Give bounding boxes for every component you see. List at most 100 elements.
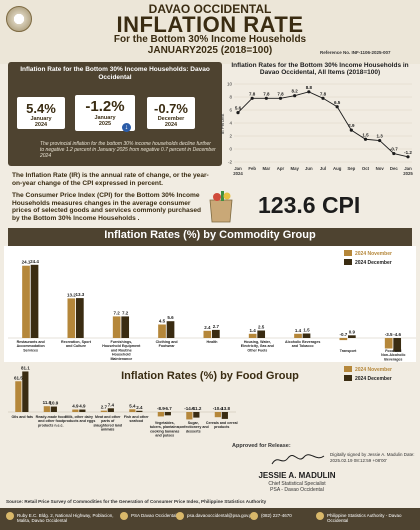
y-tick-label: -2 xyxy=(228,160,232,165)
rate-value: -0.7% xyxy=(154,101,188,116)
signer-name: JESSIE A. MADULIN xyxy=(258,471,336,480)
footer-bar xyxy=(0,508,420,530)
bar xyxy=(203,330,212,338)
bar xyxy=(248,333,257,338)
rate-month: January xyxy=(94,115,116,121)
legend-label: 2024 November xyxy=(355,367,392,373)
bar xyxy=(129,409,136,412)
footer-email[interactable]: psa.davaooccidental@psa.gov.ph xyxy=(187,513,255,518)
x-tick-label: Oct xyxy=(362,166,370,171)
cpi-value: 123.6 CPI xyxy=(258,192,361,218)
bar-value-label: -6.7 xyxy=(164,406,172,411)
inflation-rate-definition: The Inflation Rate (IR) is the annual ra… xyxy=(12,172,209,187)
subtitle: For the Bottom 30% Income Households xyxy=(113,34,307,45)
rate-card-dec-2024: -0.7% December 2024 xyxy=(146,96,196,130)
x-tick-label: Jan 2025 xyxy=(403,166,413,176)
bar xyxy=(157,412,164,417)
cpi-definition: The Consumer Price Index (CPI) for the B… xyxy=(12,192,202,222)
y-tick-label: 8 xyxy=(229,95,232,100)
data-label: 8.8 xyxy=(306,85,313,90)
bar xyxy=(193,412,200,418)
legend-swatch xyxy=(344,250,352,256)
approval-label: Approved for Release: xyxy=(232,443,291,449)
data-label: 7.8 xyxy=(277,91,284,96)
bar-value-label: -11.2 xyxy=(191,406,202,411)
category-label: Health xyxy=(207,340,218,344)
data-point xyxy=(307,90,311,94)
data-label: 2.9 xyxy=(348,123,355,128)
bar xyxy=(136,410,143,412)
y-tick-label: 10 xyxy=(227,82,233,87)
legend-swatch xyxy=(344,375,352,381)
category-label: Food and Non-Alcoholic Beverages xyxy=(381,349,405,361)
footer-address: Ruby E.C. Bldg. 2, National Highway, Pob… xyxy=(17,513,114,523)
bar-value-label: 2.4 xyxy=(204,325,211,330)
x-tick-label: Jul xyxy=(320,166,326,171)
category-label: Recreation, Sport and Culture xyxy=(61,340,92,348)
bar-value-label: -13.8 xyxy=(220,406,231,411)
rate-card-jan-2025: -1.2% January 2025 xyxy=(74,94,136,132)
data-label: -1.2 xyxy=(404,150,412,155)
x-tick-label: May xyxy=(290,166,299,171)
bar-value-label: 24.1 xyxy=(22,260,31,265)
bar xyxy=(186,412,193,420)
grocery-bag-icon xyxy=(209,191,233,223)
commodity-bar-chart: 24.1 24.4 Restaurants and Accommodation Serv… xyxy=(8,250,416,361)
bar xyxy=(158,324,166,338)
rate-month: January xyxy=(30,116,52,122)
bar xyxy=(30,264,39,338)
bar xyxy=(79,409,86,412)
data-point xyxy=(335,105,339,109)
bar-value-label: 13.2 xyxy=(67,292,76,297)
bar-value-label: 81.1 xyxy=(21,365,30,370)
facebook-icon xyxy=(120,512,128,520)
data-point xyxy=(278,96,283,100)
category-label: Alcoholic Beverages and Tobacco xyxy=(285,340,320,348)
data-label: 1.5 xyxy=(362,132,369,137)
phone-icon xyxy=(250,512,258,520)
bar xyxy=(339,338,348,341)
location-icon xyxy=(6,512,14,520)
bar xyxy=(214,412,221,418)
y-tick-label: 2 xyxy=(229,134,232,139)
y-axis-label: In Percent xyxy=(220,113,225,134)
category-label: Milk, other dairy products and eggs xyxy=(63,415,95,423)
bar xyxy=(67,298,76,338)
bar xyxy=(257,330,266,338)
footer-facebook[interactable]: PSA Davao Occidental xyxy=(131,513,177,518)
bar-value-label: 4.5 xyxy=(159,319,166,324)
bar-value-label: 2.7 xyxy=(213,324,220,329)
category-label: Restaurants and Accommodation Services xyxy=(17,340,45,352)
bar xyxy=(112,316,121,338)
x-tick-label: Jun xyxy=(305,166,313,171)
data-label: 5.6 xyxy=(235,106,242,111)
bar xyxy=(302,333,311,338)
bar-value-label: -3.5 xyxy=(385,332,393,337)
bar xyxy=(100,410,107,412)
bar xyxy=(43,406,50,412)
psa-seal-icon xyxy=(316,512,324,520)
category-label: Vegetables, tubers, plantains, cooking ban… xyxy=(150,421,180,438)
bar-value-label: 24.4 xyxy=(30,259,39,264)
bar-value-label: -4.6 xyxy=(393,332,401,337)
category-label: Fish and other seafood xyxy=(124,415,149,423)
bar xyxy=(164,412,171,416)
data-point xyxy=(264,96,268,100)
bar-value-label: 4.9 xyxy=(79,404,86,409)
data-label: 6.5 xyxy=(334,100,341,105)
digital-signature-note: Digitally signed by Jessie A. Madulin Da… xyxy=(330,452,415,463)
bar-value-label: -14.9 xyxy=(184,406,195,411)
rate-note: The provincial inflation for the bottom … xyxy=(40,141,216,159)
bar xyxy=(384,338,393,349)
x-tick-label: Feb xyxy=(248,166,256,171)
data-point xyxy=(236,111,240,115)
bar-value-label: 7.2 xyxy=(122,310,129,315)
bar xyxy=(107,408,114,412)
legend-label: 2024 December xyxy=(355,376,392,382)
bar-value-label: 13.3 xyxy=(75,292,84,297)
bar-value-label: 1.4 xyxy=(250,328,257,333)
category-label: Cereals and cereal products xyxy=(206,421,238,429)
rate-month: December xyxy=(157,116,185,122)
rate-value: 5.4% xyxy=(26,101,56,116)
rate-panel-title: Inflation Rate for the Bottom 30% Income… xyxy=(20,66,210,81)
